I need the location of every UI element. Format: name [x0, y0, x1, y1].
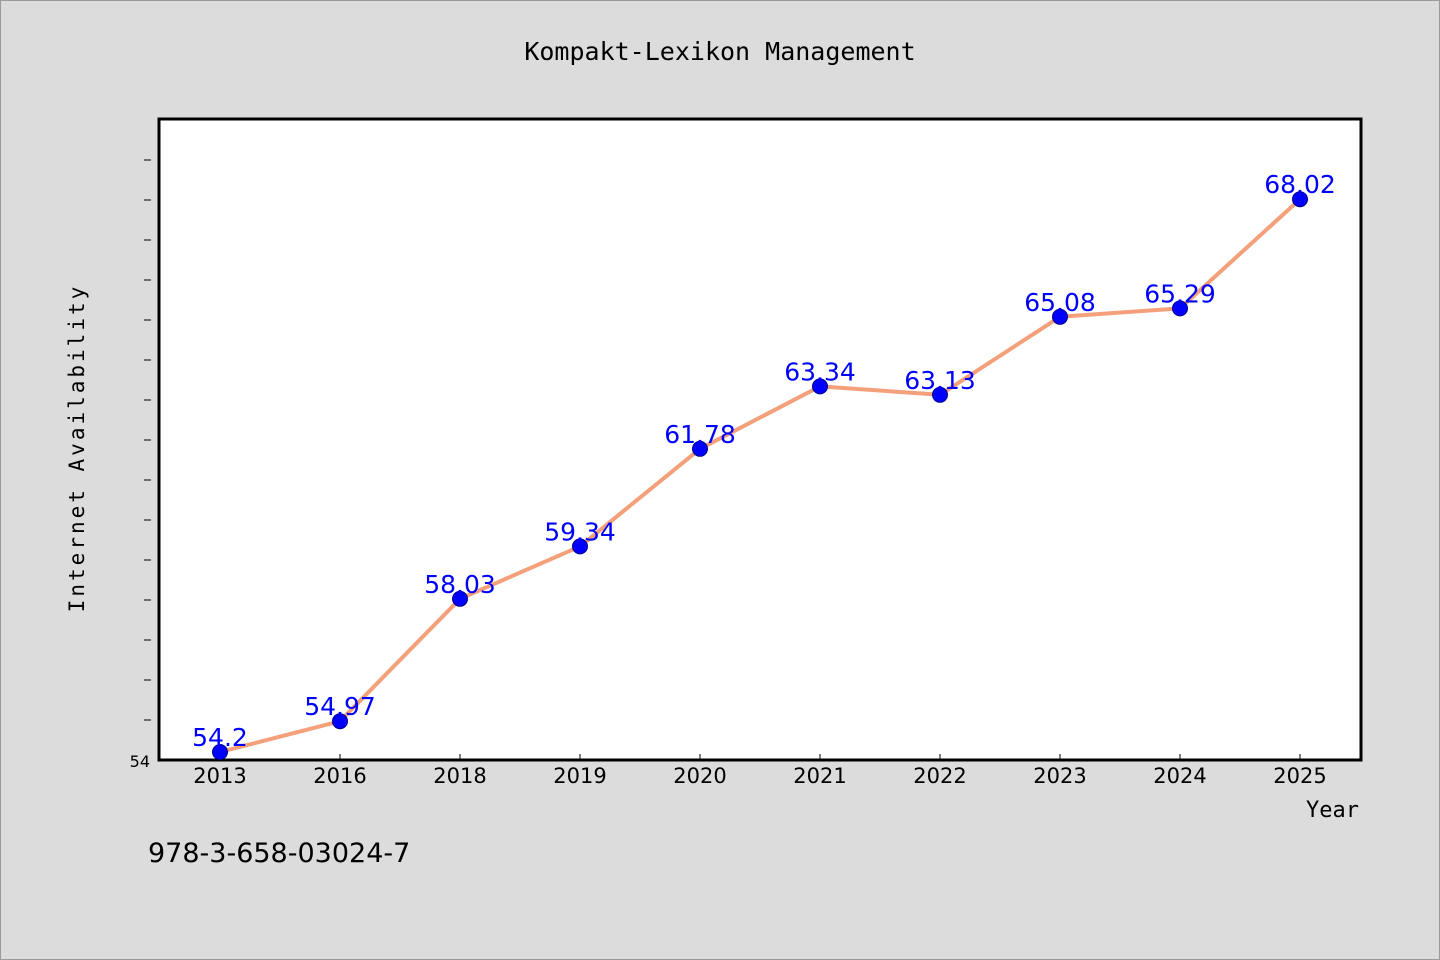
y-axis-ticks: 54	[130, 159, 151, 771]
x-tick-label: 2023	[1033, 764, 1086, 788]
data-label: 63.34	[784, 357, 856, 386]
data-label: 63.13	[904, 366, 976, 395]
data-point	[572, 538, 588, 555]
data-label: 58.03	[424, 570, 496, 599]
series-line-group	[219, 197, 1302, 754]
data-point	[1052, 308, 1068, 325]
series-points-group	[212, 191, 1308, 760]
x-tick-label: 2022	[913, 764, 966, 788]
data-point	[932, 386, 948, 403]
data-label: 65.08	[1024, 288, 1096, 317]
chart-title: Kompakt-Lexikon Management	[524, 37, 915, 66]
data-point	[212, 744, 228, 760]
data-point	[452, 590, 468, 607]
plot-area	[157, 117, 1363, 762]
series-line	[219, 197, 1302, 754]
data-point	[812, 378, 828, 395]
data-label: 68.02	[1264, 170, 1336, 199]
isbn-text: 978-3-658-03024-7	[148, 838, 410, 869]
x-tick-label: 2021	[793, 764, 846, 788]
x-tick-label: 2025	[1273, 764, 1326, 788]
data-label: 59.34	[544, 517, 616, 546]
x-axis-ticks: 2013 2016 2018 2019 2020 2021 2022 2023 2024 2025	[193, 754, 1327, 788]
x-axis-label: Year	[1306, 798, 1359, 823]
data-point	[692, 440, 708, 457]
data-point	[1172, 300, 1188, 317]
data-label: 54.97	[304, 692, 376, 721]
y-axis-label: Internet Availability	[65, 284, 89, 613]
data-label: 54.2	[192, 723, 248, 752]
series-labels-group: 54.2 54.97 58.03 59.34 61.78 63.34 63.13 65.08 6…	[192, 170, 1336, 752]
y-tick-label: 54	[130, 752, 150, 771]
x-tick-label: 2018	[433, 764, 486, 788]
x-tick-label: 2019	[553, 764, 606, 788]
x-tick-label: 2016	[313, 764, 366, 788]
data-point	[332, 713, 348, 730]
x-tick-label: 2013	[193, 764, 246, 788]
x-tick-label: 2020	[673, 764, 726, 788]
data-point	[1292, 191, 1308, 208]
x-tick-label: 2024	[1153, 764, 1206, 788]
data-label: 65.29	[1144, 279, 1216, 308]
data-label: 61.78	[664, 420, 736, 449]
